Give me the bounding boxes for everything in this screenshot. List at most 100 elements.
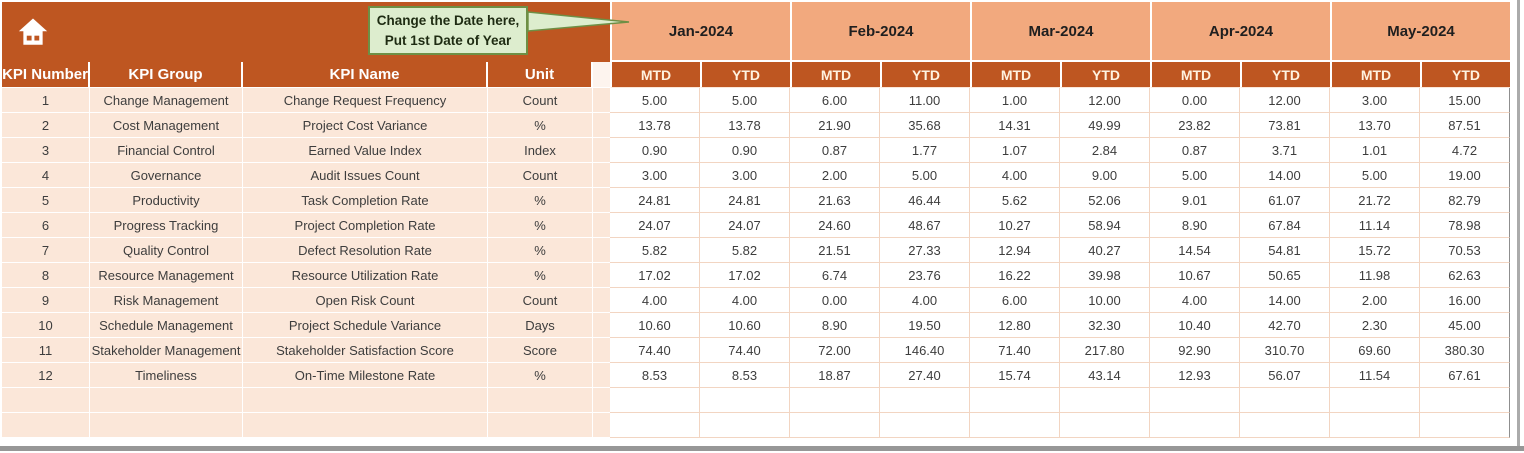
cell-value[interactable]: 54.81 [1240,238,1330,263]
cell-value[interactable]: 15.72 [1330,238,1420,263]
cell-unit[interactable]: Count [488,288,593,313]
cell-value[interactable]: 1.01 [1330,138,1420,163]
cell-value[interactable]: 21.90 [790,113,880,138]
cell-unit[interactable]: % [488,363,593,388]
cell-value[interactable]: 21.63 [790,188,880,213]
cell-empty-value[interactable] [880,388,970,413]
cell-value[interactable]: 40.27 [1060,238,1150,263]
cell-value[interactable]: 23.82 [1150,113,1240,138]
cell-kpi-name[interactable]: Project Cost Variance [243,113,488,138]
cell-value[interactable]: 43.14 [1060,363,1150,388]
cell-value[interactable]: 74.40 [700,338,790,363]
bottom-scrollbar[interactable] [0,446,1524,451]
cell-value[interactable]: 8.90 [1150,213,1240,238]
cell-value[interactable]: 1.07 [970,138,1060,163]
cell-value[interactable]: 380.30 [1420,338,1510,363]
cell-empty[interactable] [488,413,593,438]
cell-empty-value[interactable] [1240,413,1330,438]
cell-kpi-name[interactable]: Resource Utilization Rate [243,263,488,288]
cell-value[interactable]: 5.00 [1330,163,1420,188]
cell-kpi-group[interactable]: Resource Management [90,263,243,288]
cell-value[interactable]: 67.84 [1240,213,1330,238]
cell-empty[interactable] [90,388,243,413]
cell-value[interactable]: 0.00 [790,288,880,313]
cell-kpi-group[interactable]: Schedule Management [90,313,243,338]
cell-value[interactable]: 217.80 [1060,338,1150,363]
cell-value[interactable]: 19.00 [1420,163,1510,188]
cell-value[interactable]: 0.90 [700,138,790,163]
cell-value[interactable]: 48.67 [880,213,970,238]
cell-value[interactable]: 3.00 [610,163,700,188]
cell-kpi-number[interactable]: 2 [2,113,90,138]
cell-value[interactable]: 21.72 [1330,188,1420,213]
cell-value[interactable]: 0.87 [1150,138,1240,163]
cell-value[interactable]: 4.00 [880,288,970,313]
cell-empty-value[interactable] [700,413,790,438]
cell-kpi-name[interactable]: Change Request Frequency [243,88,488,113]
cell-empty-value[interactable] [1330,413,1420,438]
cell-value[interactable]: 61.07 [1240,188,1330,213]
cell-empty-value[interactable] [1420,413,1510,438]
cell-value[interactable]: 5.82 [700,238,790,263]
cell-value[interactable]: 0.90 [610,138,700,163]
cell-empty[interactable] [488,388,593,413]
cell-empty[interactable] [243,413,488,438]
cell-value[interactable]: 5.62 [970,188,1060,213]
cell-kpi-number[interactable]: 1 [2,88,90,113]
cell-value[interactable]: 6.00 [790,88,880,113]
cell-value[interactable]: 4.72 [1420,138,1510,163]
cell-value[interactable]: 17.02 [610,263,700,288]
cell-empty-value[interactable] [1150,413,1240,438]
cell-empty-value[interactable] [790,388,880,413]
cell-value[interactable]: 24.81 [610,188,700,213]
cell-kpi-name[interactable]: Defect Resolution Rate [243,238,488,263]
cell-value[interactable]: 3.00 [700,163,790,188]
cell-kpi-group[interactable]: Risk Management [90,288,243,313]
cell-value[interactable]: 2.00 [790,163,880,188]
month-header-may-2024[interactable]: May-2024 [1330,2,1510,62]
cell-empty-value[interactable] [610,413,700,438]
cell-value[interactable]: 10.67 [1150,263,1240,288]
cell-value[interactable]: 45.00 [1420,313,1510,338]
cell-kpi-number[interactable]: 4 [2,163,90,188]
cell-value[interactable]: 46.44 [880,188,970,213]
cell-kpi-number[interactable]: 7 [2,238,90,263]
cell-value[interactable]: 4.00 [700,288,790,313]
month-header-jan-2024[interactable]: Jan-2024 [610,2,790,62]
cell-value[interactable]: 67.61 [1420,363,1510,388]
cell-value[interactable]: 4.00 [610,288,700,313]
cell-value[interactable]: 72.00 [790,338,880,363]
cell-value[interactable]: 24.07 [700,213,790,238]
cell-value[interactable]: 16.22 [970,263,1060,288]
cell-empty-value[interactable] [970,388,1060,413]
cell-value[interactable]: 15.74 [970,363,1060,388]
cell-empty[interactable] [90,413,243,438]
cell-value[interactable]: 146.40 [880,338,970,363]
cell-value[interactable]: 70.53 [1420,238,1510,263]
cell-empty[interactable] [2,413,90,438]
cell-value[interactable]: 74.40 [610,338,700,363]
cell-value[interactable]: 9.01 [1150,188,1240,213]
cell-value[interactable]: 4.00 [1150,288,1240,313]
cell-kpi-group[interactable]: Change Management [90,88,243,113]
cell-value[interactable]: 13.70 [1330,113,1420,138]
cell-kpi-number[interactable]: 8 [2,263,90,288]
cell-value[interactable]: 3.00 [1330,88,1420,113]
cell-value[interactable]: 14.00 [1240,288,1330,313]
cell-empty-value[interactable] [1420,388,1510,413]
cell-value[interactable]: 310.70 [1240,338,1330,363]
cell-value[interactable]: 8.53 [610,363,700,388]
cell-value[interactable]: 14.00 [1240,163,1330,188]
cell-value[interactable]: 10.60 [700,313,790,338]
cell-value[interactable]: 1.77 [880,138,970,163]
cell-value[interactable]: 16.00 [1420,288,1510,313]
cell-value[interactable]: 11.14 [1330,213,1420,238]
home-button[interactable] [16,14,50,50]
cell-unit[interactable]: Days [488,313,593,338]
cell-unit[interactable]: % [488,188,593,213]
cell-value[interactable]: 6.00 [970,288,1060,313]
cell-value[interactable]: 17.02 [700,263,790,288]
cell-kpi-name[interactable]: Project Completion Rate [243,213,488,238]
cell-value[interactable]: 5.00 [700,88,790,113]
cell-value[interactable]: 23.76 [880,263,970,288]
